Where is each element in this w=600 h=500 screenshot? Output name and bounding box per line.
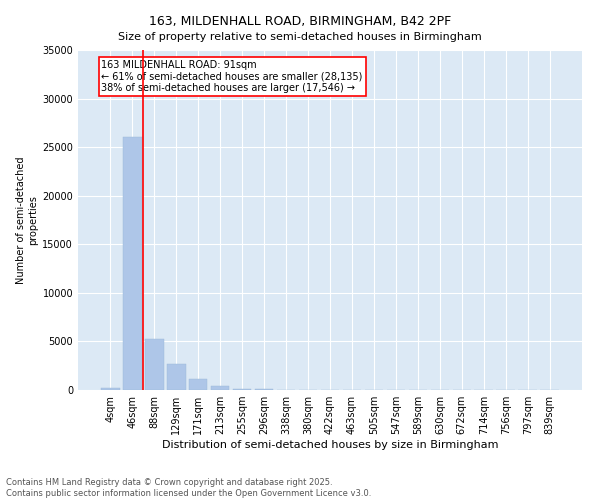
- Text: Size of property relative to semi-detached houses in Birmingham: Size of property relative to semi-detach…: [118, 32, 482, 42]
- Bar: [145, 340, 164, 390]
- Y-axis label: Number of semi-detached
properties: Number of semi-detached properties: [16, 156, 38, 284]
- Text: 163, MILDENHALL ROAD, BIRMINGHAM, B42 2PF: 163, MILDENHALL ROAD, BIRMINGHAM, B42 2P…: [149, 15, 451, 28]
- Bar: [123, 138, 142, 390]
- Bar: [233, 389, 251, 390]
- Bar: [189, 380, 208, 390]
- Bar: [211, 386, 229, 390]
- Bar: [101, 388, 119, 390]
- X-axis label: Distribution of semi-detached houses by size in Birmingham: Distribution of semi-detached houses by …: [162, 440, 498, 450]
- Bar: [167, 364, 185, 390]
- Text: 163 MILDENHALL ROAD: 91sqm
← 61% of semi-detached houses are smaller (28,135)
38: 163 MILDENHALL ROAD: 91sqm ← 61% of semi…: [101, 60, 363, 94]
- Text: Contains HM Land Registry data © Crown copyright and database right 2025.
Contai: Contains HM Land Registry data © Crown c…: [6, 478, 371, 498]
